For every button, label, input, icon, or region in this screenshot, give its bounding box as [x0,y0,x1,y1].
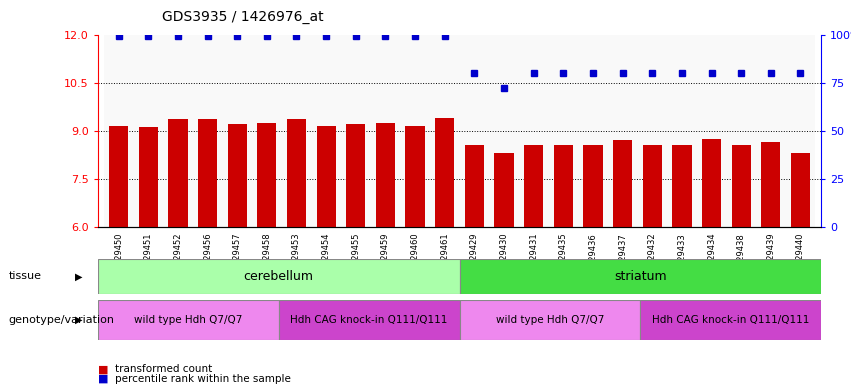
Text: ▶: ▶ [75,314,83,325]
Bar [465,145,484,227]
Bar [489,35,519,227]
Bar [109,126,129,227]
Bar [98,300,278,340]
Bar [341,35,370,227]
Text: cerebellum: cerebellum [243,270,314,283]
Bar [227,124,247,227]
Bar [637,35,667,227]
Bar [430,35,460,227]
Text: ■: ■ [98,364,108,374]
Bar [104,35,134,227]
Bar [370,35,400,227]
Bar [549,35,578,227]
Bar [282,35,311,227]
Bar [278,300,460,340]
Bar [311,35,341,227]
Bar [697,35,727,227]
Text: transformed count: transformed count [115,364,212,374]
Bar [346,124,365,227]
Bar [460,300,640,340]
Bar [192,35,222,227]
Bar [608,35,637,227]
Bar [643,145,662,227]
Text: striatum: striatum [614,270,666,283]
Bar [139,127,158,227]
Bar [672,145,692,227]
Bar [791,153,810,227]
Bar [640,300,821,340]
Bar [168,119,187,227]
Bar [732,145,751,227]
Bar [554,145,573,227]
Bar [785,35,815,227]
Bar [134,35,163,227]
Bar [460,259,821,294]
Text: wild type Hdh Q7/Q7: wild type Hdh Q7/Q7 [496,314,604,325]
Text: GDS3935 / 1426976_at: GDS3935 / 1426976_at [162,10,323,23]
Text: wild type Hdh Q7/Q7: wild type Hdh Q7/Q7 [134,314,243,325]
Bar [317,126,336,227]
Bar [435,118,454,227]
Bar [376,122,395,227]
Bar [583,145,603,227]
Text: genotype/variation: genotype/variation [9,314,115,325]
Bar [667,35,697,227]
Bar [613,140,632,227]
Bar [761,142,780,227]
Bar [405,126,425,227]
Bar [460,35,489,227]
Text: Hdh CAG knock-in Q111/Q111: Hdh CAG knock-in Q111/Q111 [652,314,809,325]
Text: Hdh CAG knock-in Q111/Q111: Hdh CAG knock-in Q111/Q111 [290,314,448,325]
Bar [252,35,282,227]
Text: percentile rank within the sample: percentile rank within the sample [115,374,291,384]
Bar [519,35,549,227]
Bar [98,259,460,294]
Bar [524,145,543,227]
Text: ▶: ▶ [75,271,83,281]
Bar [400,35,430,227]
Bar [287,119,306,227]
Bar [756,35,785,227]
Bar [727,35,756,227]
Text: tissue: tissue [9,271,42,281]
Bar [163,35,192,227]
Bar [578,35,608,227]
Bar [198,119,217,227]
Text: ■: ■ [98,374,108,384]
Bar [702,139,721,227]
Bar [222,35,252,227]
Bar [494,153,514,227]
Bar [257,122,277,227]
